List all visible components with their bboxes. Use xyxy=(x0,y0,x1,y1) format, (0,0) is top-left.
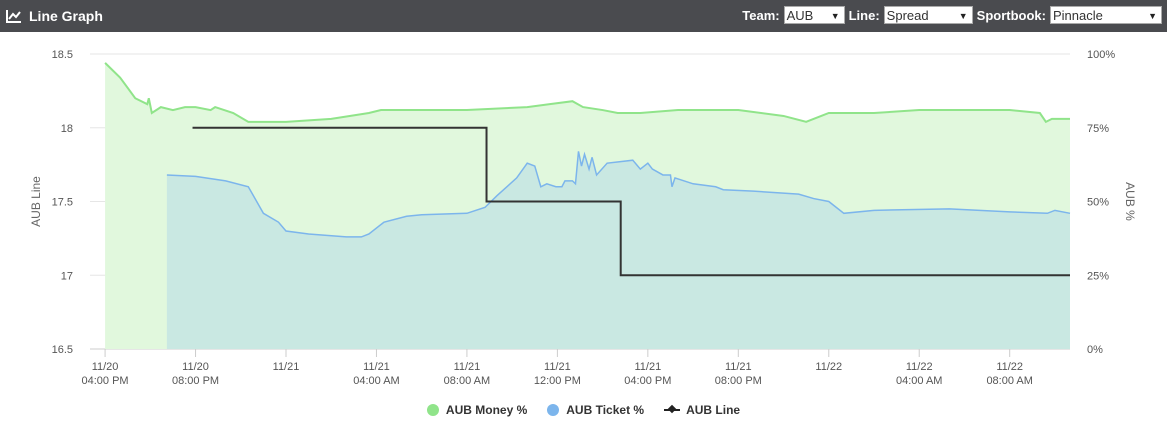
y-tick-label: 18 xyxy=(61,123,73,135)
x-tick-label-date: 11/22 xyxy=(815,361,842,373)
legend-line-marker xyxy=(664,404,681,416)
legend-item-money[interactable]: AUB Money % xyxy=(426,403,528,417)
legend-line-label: AUB Line xyxy=(686,403,741,417)
chart-legend: AUB Money % AUB Ticket % AUB Line xyxy=(0,403,1167,417)
aub-line-series xyxy=(192,126,1070,277)
line-chart-icon xyxy=(6,9,22,23)
y-axis-right-title: AUB % xyxy=(1123,182,1137,221)
x-tick-label-date: 11/20 xyxy=(182,361,209,373)
x-tick-label-date: 11/21 xyxy=(725,361,752,373)
y-right-tick-label: 100% xyxy=(1087,49,1115,61)
ticket-series-line xyxy=(166,151,1071,238)
y-tick-label: 17 xyxy=(61,270,73,282)
y-right-tick-label: 50% xyxy=(1087,197,1109,209)
y-right-tick-label: 25% xyxy=(1087,270,1109,282)
x-tick-label-time: 04:00 AM xyxy=(896,375,942,387)
legend-item-line[interactable]: AUB Line xyxy=(664,403,740,417)
x-tick-label-time: 08:00 AM xyxy=(986,375,1032,387)
page-title: Line Graph xyxy=(29,8,103,24)
y-tick-label: 17.5 xyxy=(52,197,73,209)
x-tick-label-time: 08:00 AM xyxy=(444,375,490,387)
legend-ticket-dot xyxy=(547,404,560,416)
chevron-down-icon: ▼ xyxy=(830,11,840,21)
team-select[interactable]: AUB ▼ xyxy=(783,6,845,24)
y-tick-label: 18.5 xyxy=(52,49,73,61)
line-label: Line: xyxy=(848,7,880,23)
y-right-tick-label: 0% xyxy=(1087,344,1103,356)
legend-money-dot xyxy=(426,404,439,416)
chevron-down-icon: ▼ xyxy=(958,11,968,21)
sportsbook-select[interactable]: Pinnacle ▼ xyxy=(1050,6,1162,24)
x-tick-label-date: 11/21 xyxy=(544,361,571,373)
header-bar: Line Graph Team: AUB ▼ Line: Spread ▼ Sp… xyxy=(0,0,1167,32)
x-tick-label-date: 11/21 xyxy=(273,361,300,373)
legend-ticket-label: AUB Ticket % xyxy=(566,403,645,417)
line-select-value: Spread xyxy=(886,8,929,23)
x-tick-label-date: 11/20 xyxy=(92,361,119,373)
line-select[interactable]: Spread ▼ xyxy=(883,6,973,24)
team-label: Team: xyxy=(742,7,780,23)
x-tick-label-date: 11/21 xyxy=(363,361,390,373)
y-tick-label: 16.5 xyxy=(52,344,73,356)
x-tick-label-date: 11/22 xyxy=(996,361,1023,373)
x-tick-label-time: 04:00 PM xyxy=(624,375,671,387)
x-tick-label-time: 08:00 PM xyxy=(715,375,762,387)
y-axis-title: AUB Line xyxy=(29,176,43,227)
title-group: Line Graph xyxy=(6,0,103,32)
sportsbook-select-value: Pinnacle xyxy=(1053,8,1103,23)
x-tick-label-time: 12:00 PM xyxy=(534,375,581,387)
team-select-value: AUB xyxy=(786,8,814,23)
filter-controls: Team: AUB ▼ Line: Spread ▼ Sportbook: Pi… xyxy=(738,4,1162,26)
legend-money-label: AUB Money % xyxy=(445,403,528,417)
x-tick-label-date: 11/22 xyxy=(906,361,933,373)
x-tick-label-time: 04:00 AM xyxy=(353,375,399,387)
chevron-down-icon: ▼ xyxy=(1148,11,1157,21)
money-series-line xyxy=(104,62,1070,124)
line-chart: 18.5 100% 18 75% 17.5 50% 17 25% 16.5 0% AUB Line A… xyxy=(29,49,1137,387)
x-tick-label-date: 11/21 xyxy=(454,361,481,373)
x-tick-label-time: 04:00 PM xyxy=(82,375,129,387)
sportsbook-label: Sportbook: xyxy=(976,7,1046,23)
x-tick-label-time: 08:00 PM xyxy=(172,375,219,387)
legend-item-ticket[interactable]: AUB Ticket % xyxy=(547,403,644,417)
x-tick-label-date: 11/21 xyxy=(634,361,661,373)
ticket-area xyxy=(166,151,1070,349)
y-right-tick-label: 75% xyxy=(1087,123,1109,135)
